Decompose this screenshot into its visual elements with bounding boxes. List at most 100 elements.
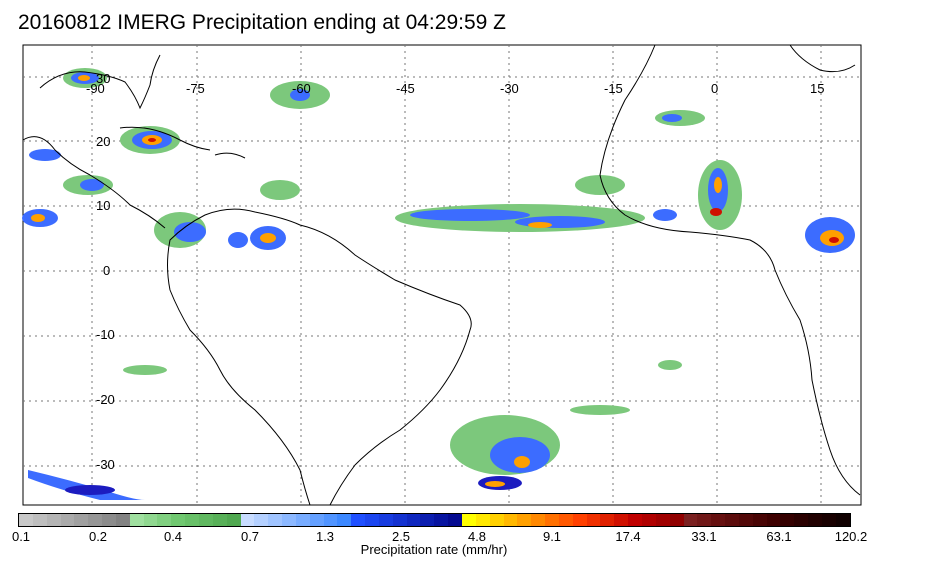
colorbar-swatch [102, 514, 116, 526]
colorbar-swatch [462, 514, 476, 526]
colorbar-swatch [406, 514, 421, 526]
lat-label-20: 20 [96, 134, 111, 149]
colorbar-swatch [337, 514, 352, 526]
colorbar-swatch [392, 514, 407, 526]
colorbar-swatch [766, 514, 781, 526]
colorbar-swatch [711, 514, 726, 526]
hispaniola-coast [214, 152, 246, 159]
colorbar-swatch [365, 514, 379, 526]
colorbar-tick: 4.8 [467, 529, 487, 544]
colorbar-swatch [641, 514, 656, 526]
lon-label-m30: -30 [500, 81, 519, 96]
europe-coast [789, 44, 856, 73]
colorbar-swatch [19, 514, 33, 526]
colorbar-tick: 0.7 [240, 529, 260, 544]
colorbar-swatch [517, 514, 532, 526]
page-title: 20160812 IMERG Precipitation ending at 0… [18, 11, 506, 34]
colorbar-swatch [226, 514, 241, 526]
lon-label-15: 15 [810, 81, 825, 96]
colorbar [18, 513, 851, 527]
lon-label-m90: -90 [86, 81, 105, 96]
lon-label-m45: -45 [396, 81, 415, 96]
colorbar-swatch [628, 514, 642, 526]
colorbar-swatch [475, 514, 490, 526]
colorbar-tick: 63.1 [766, 529, 792, 544]
colorbar-swatch [143, 514, 158, 526]
colorbar-swatch [752, 514, 767, 526]
lon-label-0: 0 [711, 81, 719, 96]
colorbar-swatch [198, 514, 213, 526]
precip-south-pacific [28, 365, 167, 500]
colorbar-swatch [32, 514, 47, 526]
precip-south-atlantic [450, 405, 630, 490]
lat-label-m10: -10 [96, 327, 115, 342]
colorbar-swatch [586, 514, 601, 526]
colorbar-tick: 9.1 [542, 529, 562, 544]
precip-africa [655, 110, 855, 370]
colorbar-swatch [60, 514, 75, 526]
colorbar-swatch [725, 514, 739, 526]
colorbar-tick: 0.1 [11, 529, 31, 544]
colorbar-swatch [129, 514, 144, 526]
colorbar-swatch [212, 514, 227, 526]
south-america-coast [167, 208, 472, 506]
colorbar-swatch [309, 514, 324, 526]
colorbar-tick: 2.5 [391, 529, 411, 544]
colorbar-swatch [46, 514, 61, 526]
colorbar-swatch [157, 514, 172, 526]
lon-label-m60: -60 [292, 81, 311, 96]
colorbar-swatch [185, 514, 199, 526]
map-frame [22, 44, 862, 506]
colorbar-title: Precipitation rate (mm/hr) [360, 542, 508, 557]
colorbar-tick: 0.2 [88, 529, 108, 544]
lat-label-m30: -30 [96, 457, 115, 472]
lon-label-m75: -75 [186, 81, 205, 96]
colorbar-tick: 17.4 [615, 529, 641, 544]
colorbar-swatch [835, 514, 850, 526]
coastlines [22, 44, 861, 506]
colorbar-swatch [448, 514, 462, 526]
precip-itcz [395, 175, 677, 232]
colorbar-swatch [171, 514, 186, 526]
colorbar-swatch [614, 514, 629, 526]
colorbar-tick: 0.4 [163, 529, 183, 544]
colorbar-swatch [489, 514, 504, 526]
colorbar-tick: 120.2 [834, 529, 868, 544]
colorbar-swatch [600, 514, 615, 526]
colorbar-swatch [808, 514, 822, 526]
colorbar-swatch [558, 514, 573, 526]
colorbar-swatch [780, 514, 795, 526]
colorbar-swatch [351, 514, 366, 526]
us-gulf-coast [39, 54, 161, 110]
colorbar-swatch [683, 514, 698, 526]
lat-label-30: 30 [96, 71, 111, 86]
africa-coast [599, 44, 861, 496]
central-america-coast [22, 136, 166, 229]
colorbar-swatch [240, 514, 255, 526]
colorbar-swatch [503, 514, 518, 526]
colorbar-swatch [115, 514, 130, 526]
colorbar-swatch [323, 514, 338, 526]
colorbar-swatch [697, 514, 712, 526]
colorbar-swatch [282, 514, 296, 526]
colorbar-swatch [74, 514, 89, 526]
colorbar-swatch [572, 514, 587, 526]
colorbar-swatch [738, 514, 753, 526]
colorbar-swatch [295, 514, 310, 526]
colorbar-swatch [434, 514, 449, 526]
lon-label-m15: -15 [604, 81, 623, 96]
lat-label-0: 0 [103, 263, 111, 278]
colorbar-swatch [268, 514, 283, 526]
colorbar-swatch [254, 514, 269, 526]
colorbar-swatch [420, 514, 435, 526]
colorbar-swatch [531, 514, 546, 526]
cuba-coast [119, 126, 211, 151]
colorbar-swatch [545, 514, 559, 526]
lat-label-10: 10 [96, 198, 111, 213]
colorbar-swatch [821, 514, 836, 526]
colorbar-swatch [655, 514, 670, 526]
colorbar-tick: 1.3 [315, 529, 335, 544]
colorbar-swatch [794, 514, 809, 526]
lat-label-m20: -20 [96, 392, 115, 407]
